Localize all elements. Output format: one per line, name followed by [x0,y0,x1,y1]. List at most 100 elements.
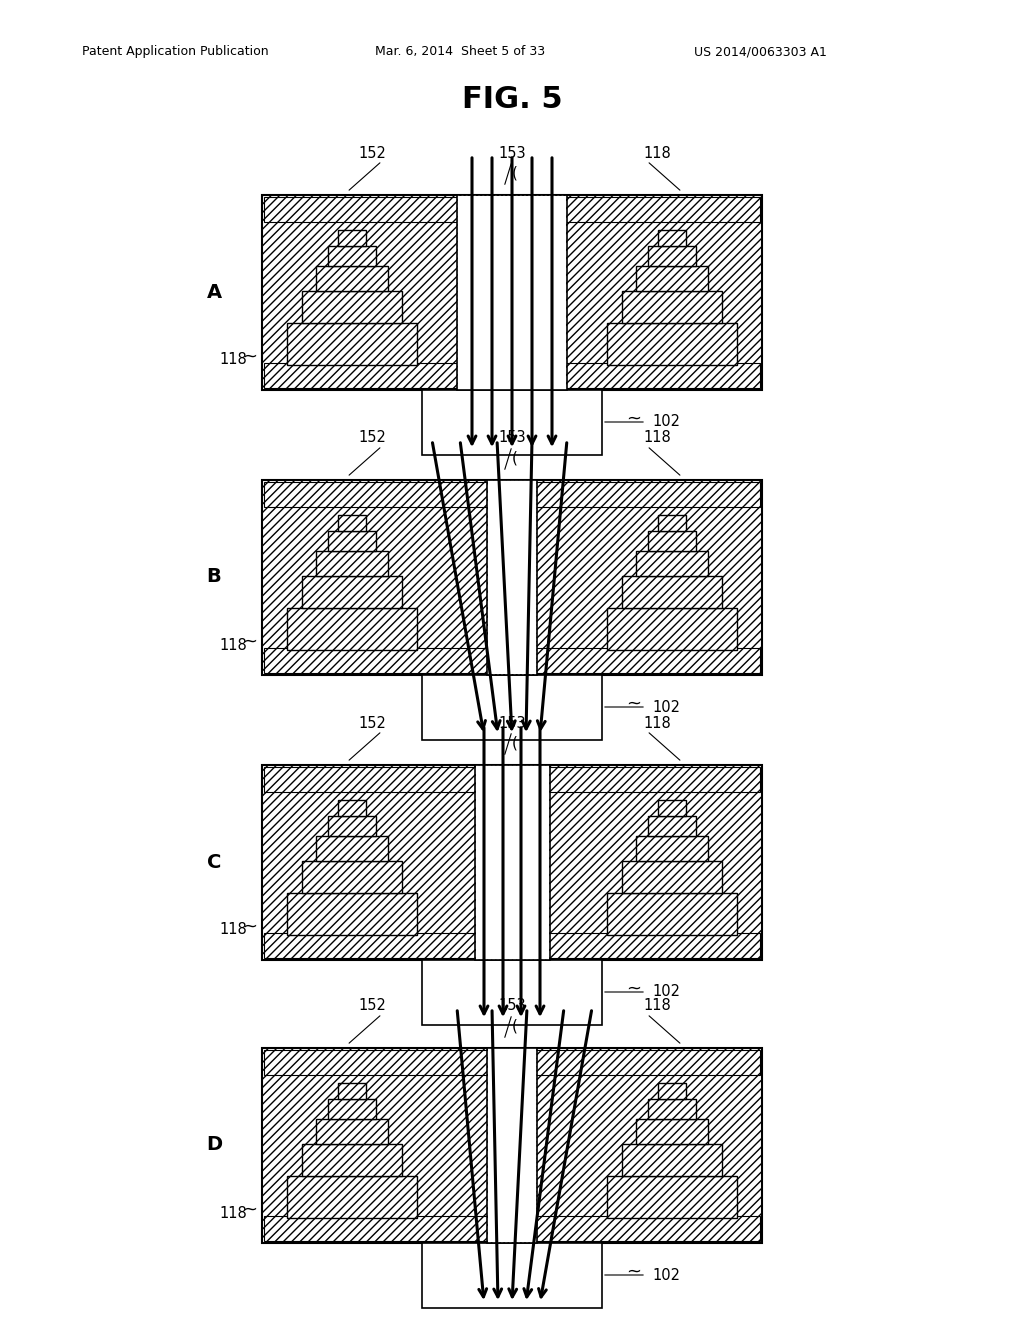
Text: 153: 153 [499,145,525,161]
Text: FIG. 5: FIG. 5 [462,86,562,115]
Bar [287,1176,417,1218]
Bar [338,800,366,816]
Text: 118: 118 [643,998,671,1014]
Text: (: ( [512,1019,518,1034]
Bar [648,816,696,836]
Bar [302,1144,402,1176]
Bar [607,323,737,366]
Bar [302,290,402,323]
Text: D: D [206,1135,222,1155]
Text: Mar. 6, 2014  Sheet 5 of 33: Mar. 6, 2014 Sheet 5 of 33 [375,45,545,58]
Bar [475,766,550,960]
Text: ~: ~ [627,1263,641,1280]
Bar [262,480,762,675]
Text: 118: 118 [219,923,247,937]
Text: (: ( [512,450,518,466]
Bar [607,1176,737,1218]
Bar [264,363,760,388]
Bar [457,195,567,389]
Bar [316,836,388,861]
Bar [636,267,708,290]
Bar [316,1119,388,1144]
Bar [338,1082,366,1100]
Bar [338,515,366,531]
Text: 153: 153 [499,715,525,730]
Bar [264,1216,760,1241]
Text: 153: 153 [499,998,525,1014]
Text: 152: 152 [358,145,386,161]
Bar [287,323,417,366]
Bar [264,197,760,222]
Text: ~: ~ [627,979,641,998]
Bar [287,609,417,649]
Text: 118: 118 [643,430,671,446]
Text: 118: 118 [643,715,671,730]
Bar [302,576,402,609]
Text: 118: 118 [219,638,247,652]
Bar [636,1119,708,1144]
Text: B: B [207,568,221,586]
Text: 102: 102 [652,985,680,999]
Text: 102: 102 [652,414,680,429]
Text: ~: ~ [243,634,257,651]
Bar [422,389,602,455]
Bar [422,1243,602,1308]
Bar [287,894,417,935]
Text: 152: 152 [358,715,386,730]
Text: ~: ~ [627,696,641,713]
Bar [264,767,760,792]
Bar [636,836,708,861]
Text: 118: 118 [643,145,671,161]
Bar [302,861,402,894]
Bar [264,933,760,958]
Bar [328,531,376,550]
Bar [607,609,737,649]
Text: ~: ~ [243,1201,257,1218]
Bar [488,1049,536,1242]
Bar [422,675,602,741]
Bar [262,766,762,960]
Bar [607,894,737,935]
Bar [622,1144,722,1176]
Bar [458,195,566,389]
Text: ~: ~ [243,348,257,366]
Bar [338,230,366,246]
Text: 102: 102 [652,700,680,714]
Bar [264,482,760,507]
Bar [328,1100,376,1119]
Bar [422,960,602,1026]
Bar [622,576,722,609]
Text: (: ( [512,735,518,751]
Bar [262,1048,762,1243]
Bar [636,550,708,576]
Bar [622,290,722,323]
Bar [622,861,722,894]
Text: US 2014/0063303 A1: US 2014/0063303 A1 [693,45,826,58]
Text: C: C [207,853,221,871]
Text: 118: 118 [219,352,247,367]
Text: A: A [207,282,221,301]
Bar [476,766,549,960]
Bar [648,246,696,267]
Text: 153: 153 [499,430,525,446]
Bar [648,531,696,550]
Bar [487,480,537,675]
Bar [328,246,376,267]
Bar [262,195,762,389]
Bar [488,480,536,675]
Text: 152: 152 [358,998,386,1014]
Bar [487,1048,537,1243]
Text: 152: 152 [358,430,386,446]
Bar [264,648,760,673]
Bar [658,1082,686,1100]
Text: 118: 118 [219,1205,247,1221]
Bar [316,267,388,290]
Bar [658,515,686,531]
Text: ~: ~ [627,411,641,428]
Text: 102: 102 [652,1267,680,1283]
Bar [658,230,686,246]
Text: (: ( [512,165,518,181]
Bar [264,1049,760,1074]
Bar [658,800,686,816]
Text: ~: ~ [243,917,257,936]
